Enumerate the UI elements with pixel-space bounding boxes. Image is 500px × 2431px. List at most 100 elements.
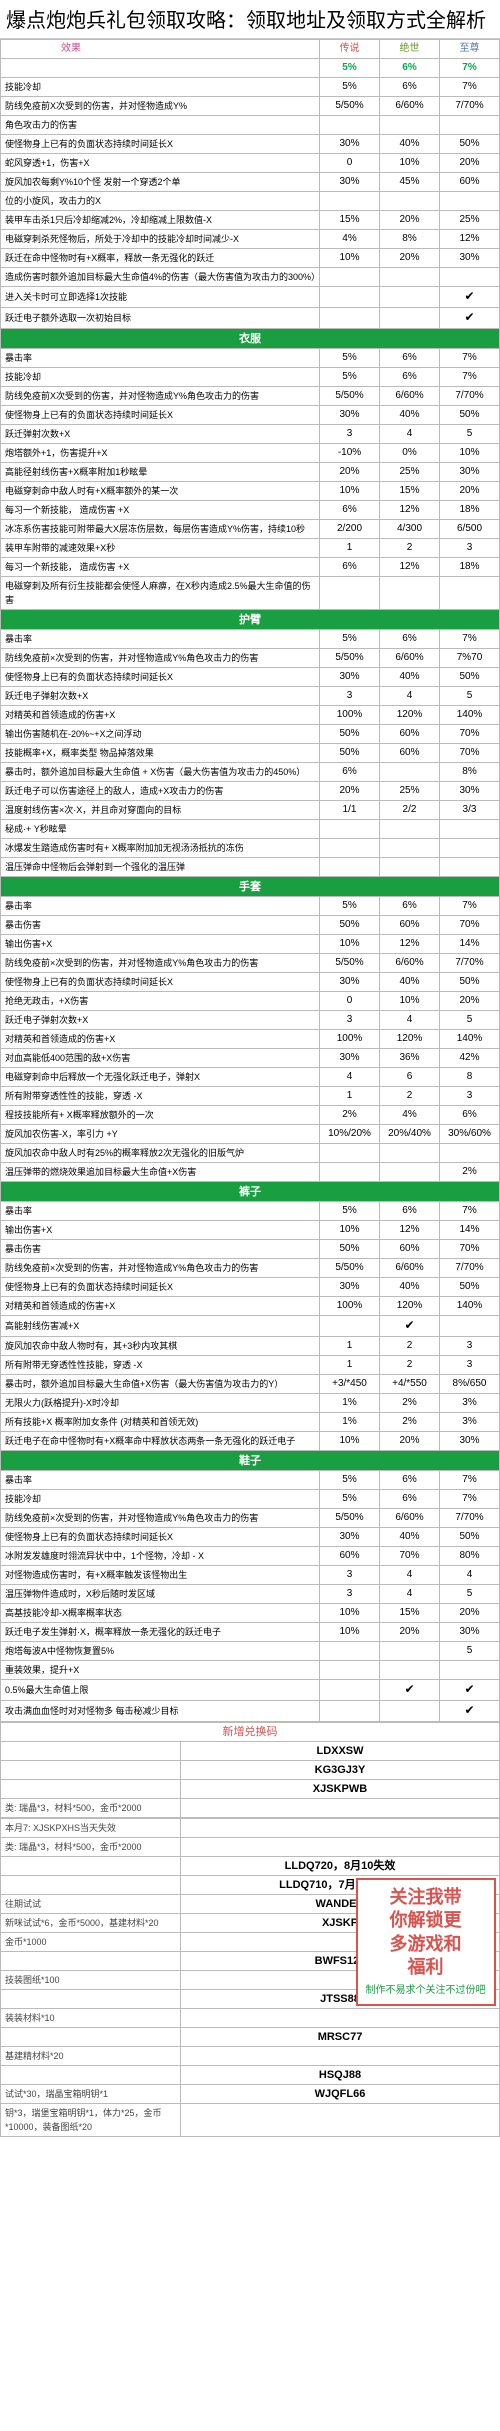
row-label: 造成伤害时额外追加目标最大生命值4%的伤害（最大伤害值为攻击力的300%）: [1, 268, 320, 287]
row-value: [440, 858, 500, 877]
row-value: 7%: [440, 349, 500, 368]
col-supreme: 至尊: [440, 40, 500, 59]
row-label: 对血高能低400范围的敌+X伤害: [1, 1049, 320, 1068]
row-label: 重装效果，提升+X: [1, 1661, 320, 1680]
row-value: [440, 268, 500, 287]
row-value: 10%: [320, 482, 380, 501]
row-label: 跃迁电子额外选取一次初始目标: [1, 308, 320, 329]
codes-table: 新增兑换码LDXXSWKG3GJ3YXJSKPWB类: 瑞晶*3，材料*500，…: [0, 1722, 500, 2137]
row-value: 7/70%: [440, 1509, 500, 1528]
row-value: 0%: [380, 444, 440, 463]
row-value: 14%: [440, 935, 500, 954]
row-label: 防线免疫前×次受到的伤害，并对怪物造成Y%角色攻击力的伤害: [1, 1259, 320, 1278]
row-value: [320, 820, 380, 839]
code-desc: [1, 1876, 181, 1895]
row-value: [440, 1661, 500, 1680]
row-value: 30%: [320, 1528, 380, 1547]
row-value: 6%: [380, 1471, 440, 1490]
row-value: 3: [440, 1337, 500, 1356]
code-desc: 本月7: XJSKPXHS当天失效: [1, 1819, 181, 1838]
row-value: 10%: [380, 154, 440, 173]
row-label: 对精英和首领造成的伤害+X: [1, 1030, 320, 1049]
row-value: 12%: [380, 501, 440, 520]
row-value: 5: [440, 687, 500, 706]
row-value: 140%: [440, 1030, 500, 1049]
code-value: [181, 1838, 500, 1857]
row-value: 3: [320, 1566, 380, 1585]
row-value: 50%: [440, 1528, 500, 1547]
code-desc: 往期试试: [1, 1895, 181, 1914]
row-value: 20%: [440, 992, 500, 1011]
row-value: 70%: [440, 744, 500, 763]
row-value: 7%: [440, 78, 500, 97]
row-value: 20%: [380, 249, 440, 268]
row-value: [380, 763, 440, 782]
row-label: 暴击伤害: [1, 916, 320, 935]
row-value: 18%: [440, 558, 500, 577]
row-value: [320, 308, 380, 329]
row-value: 100%: [320, 1030, 380, 1049]
row-value: 6/60%: [380, 1509, 440, 1528]
row-label: 暴击时，额外追加目标最大生命值 + X伤害（最大伤害值为攻击力的450%）: [1, 763, 320, 782]
row-value: [380, 192, 440, 211]
row-value: 10%/20%: [320, 1125, 380, 1144]
row-value: 5: [440, 1585, 500, 1604]
row-label: 使怪物身上已有的负面状态持续时间延长X: [1, 1278, 320, 1297]
row-value: 15%: [380, 482, 440, 501]
code-desc: [1, 1952, 181, 1971]
row-value: 0: [320, 992, 380, 1011]
row-value: 5%: [320, 1471, 380, 1490]
row-value: 7/70%: [440, 954, 500, 973]
row-value: 3: [320, 1585, 380, 1604]
row-value: 5/50%: [320, 954, 380, 973]
row-value: 100%: [320, 1297, 380, 1316]
row-label: 使怪物身上已有的负面状态持续时间延长X: [1, 1528, 320, 1547]
row-value: 60%: [380, 916, 440, 935]
row-value: 25%: [440, 211, 500, 230]
row-label: 装甲车附带的减速效果+X秒: [1, 539, 320, 558]
row-value: 70%: [440, 916, 500, 935]
row-value: 8%: [380, 230, 440, 249]
row-value: 25%: [380, 463, 440, 482]
row-label: 炮塔每波A中怪物恢复置5%: [1, 1642, 320, 1661]
row-value: [380, 577, 440, 610]
row-value: [320, 287, 380, 308]
row-value: 4: [440, 1566, 500, 1585]
row-value: 7%70: [440, 649, 500, 668]
row-value: 15%: [320, 211, 380, 230]
row-value: 7/70%: [440, 387, 500, 406]
row-label: 冰冻系伤害技能可附带最大X层冻伤层数，每层伤害造成Y%伤害，持续10秒: [1, 520, 320, 539]
row-label: 输出伤害+X: [1, 935, 320, 954]
row-label: 电磁穿刺及所有衍生技能都会使怪人麻痹，在X秒内造成2.5%最大生命值的伤害: [1, 577, 320, 610]
code-desc: 钥*3，瑞堡宝箱明钥*1，体力*25，金币*10000，装备图纸*20: [1, 2104, 181, 2137]
row-value: 2%: [380, 1413, 440, 1432]
row-value: 4: [380, 687, 440, 706]
row-value: 6%: [380, 78, 440, 97]
pct-2: 6%: [380, 59, 440, 78]
row-value: 6%: [320, 501, 380, 520]
row-value: [380, 1144, 440, 1163]
row-value: 30%: [320, 668, 380, 687]
row-value: 6%: [380, 1490, 440, 1509]
row-value: [380, 116, 440, 135]
row-value: 4: [380, 1566, 440, 1585]
pct-1: 5%: [320, 59, 380, 78]
row-value: 1: [320, 1337, 380, 1356]
row-value: 20%: [440, 1604, 500, 1623]
row-value: 10%: [320, 1604, 380, 1623]
row-value: 1: [320, 1087, 380, 1106]
row-label: 使怪物身上已有的负面状态持续时间延长X: [1, 135, 320, 154]
pct-3: 7%: [440, 59, 500, 78]
code-value: [181, 2009, 500, 2028]
row-value: [380, 268, 440, 287]
row-label: 对精英和首领造成的伤害+X: [1, 1297, 320, 1316]
row-value: 50%: [440, 135, 500, 154]
row-value: 40%: [380, 1278, 440, 1297]
row-value: [320, 1144, 380, 1163]
promo-cell: 关注我带你解锁更多游戏和福利制作不易求个关注不过份吧: [1, 1818, 500, 1819]
row-value: [440, 820, 500, 839]
row-label: 暴击率: [1, 897, 320, 916]
row-value: 2%: [380, 1394, 440, 1413]
row-label: 技能冷却: [1, 1490, 320, 1509]
row-value: [380, 1642, 440, 1661]
